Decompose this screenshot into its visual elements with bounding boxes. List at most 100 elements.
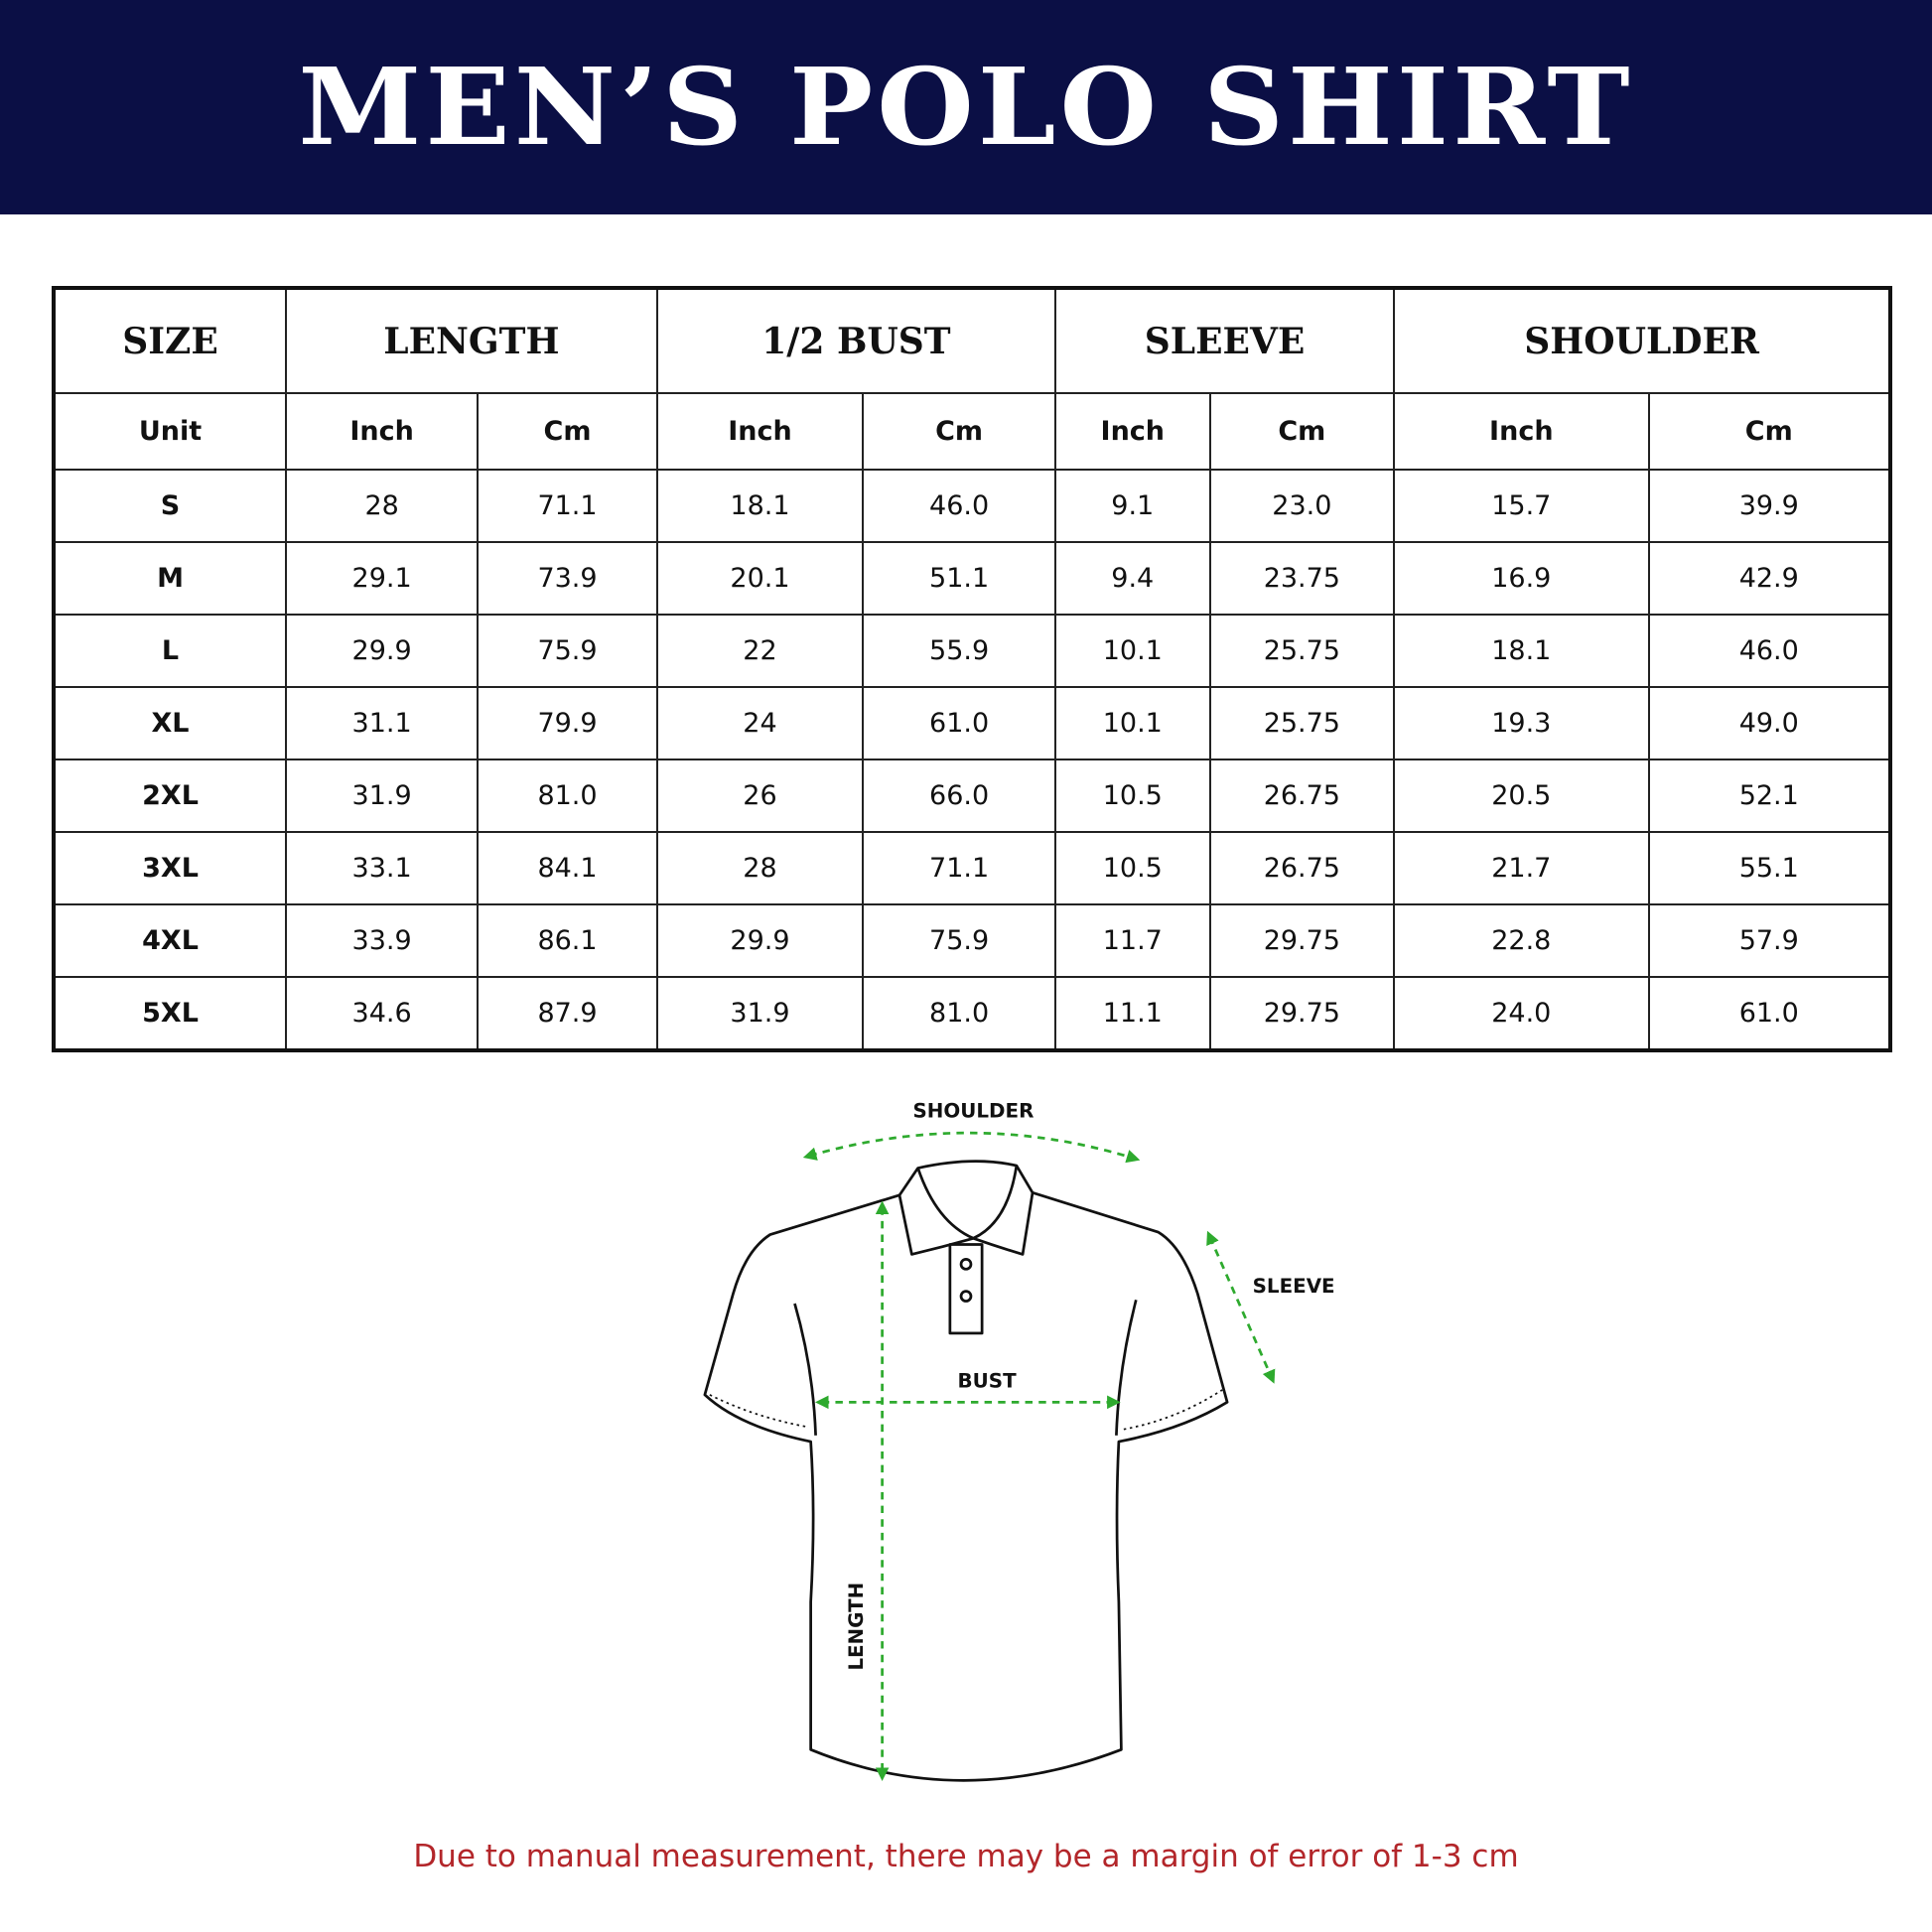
header-length: LENGTH [285,287,658,394]
value-cell: 25.75 [1208,614,1396,688]
value-cell: 18.1 [655,469,865,543]
title-banner: MEN’S POLO SHIRT [0,0,1932,214]
size-cell: XL [53,686,287,760]
value-cell: 87.9 [477,976,658,1051]
header-shoulder: SHOULDER [1393,287,1891,394]
value-cell: 26.75 [1208,831,1396,905]
value-cell: 81.0 [477,759,658,833]
size-cell: 5XL [53,976,287,1051]
length-label: LENGTH [845,1583,868,1671]
header-size: SIZE [53,287,287,394]
size-cell: 2XL [53,759,287,833]
size-cell: S [53,469,287,543]
value-cell: 49.0 [1647,686,1891,760]
value-cell: 24 [655,686,865,760]
value-cell: 9.1 [1054,469,1211,543]
value-cell: 10.1 [1054,686,1211,760]
value-cell: 66.0 [862,759,1056,833]
value-cell: 20.5 [1393,759,1650,833]
unit-cell: Unit [53,392,287,471]
value-cell: 75.9 [477,614,658,688]
value-cell: 55.9 [862,614,1056,688]
value-cell: 75.9 [862,903,1056,978]
value-cell: 11.7 [1054,903,1211,978]
button-icon [959,1258,973,1271]
value-cell: 9.4 [1054,541,1211,616]
value-cell: 79.9 [477,686,658,760]
value-cell: 86.1 [477,903,658,978]
value-cell: 29.75 [1208,976,1396,1051]
table-row: XL 31.1 79.9 24 61.0 10.1 25.75 19.3 49.0 [53,686,1891,760]
value-cell: 23.0 [1208,469,1396,543]
table-row: 2XL 31.9 81.0 26 66.0 10.5 26.75 20.5 52.1 [53,759,1891,833]
sleeve-label: SLEEVE [1253,1275,1335,1298]
value-cell: 26 [655,759,865,833]
value-cell: 71.1 [862,831,1056,905]
value-cell: 22 [655,614,865,688]
value-cell: 84.1 [477,831,658,905]
value-cell: 46.0 [1647,614,1891,688]
value-cell: 19.3 [1393,686,1650,760]
value-cell: 52.1 [1647,759,1891,833]
value-cell: 55.1 [1647,831,1891,905]
bust-label: BUST [958,1369,1018,1392]
shoulder-arrow [802,1131,1141,1164]
unit-cell: Inch [284,392,480,471]
value-cell: 10.5 [1054,759,1211,833]
value-cell: 29.9 [284,614,480,688]
header-sleeve: SLEEVE [1053,287,1396,394]
value-cell: 61.0 [1647,976,1891,1051]
unit-cell: Cm [477,392,658,471]
unit-cell: Cm [1208,392,1396,471]
unit-cell: Inch [1393,392,1650,471]
value-cell: 39.9 [1647,469,1891,543]
value-cell: 16.9 [1393,541,1650,616]
value-cell: 28 [284,469,480,543]
value-cell: 29.1 [284,541,480,616]
button-icon [959,1290,973,1303]
unit-cell: Cm [1647,392,1891,471]
value-cell: 10.5 [1054,831,1211,905]
value-cell: 21.7 [1393,831,1650,905]
size-cell: 3XL [53,831,287,905]
placket [948,1243,984,1335]
value-cell: 23.75 [1208,541,1396,616]
unit-cell: Inch [655,392,865,471]
value-cell: 24.0 [1393,976,1650,1051]
shoulder-label: SHOULDER [913,1100,1035,1123]
measurement-note: Due to manual measurement, there may be … [413,1839,1519,1874]
value-cell: 31.9 [284,759,480,833]
unit-cell: Inch [1054,392,1211,471]
measure-arrows [802,1131,1276,1781]
value-cell: 31.1 [284,686,480,760]
size-cell: L [53,614,287,688]
value-cell: 25.75 [1208,686,1396,760]
page-title: MEN’S POLO SHIRT [298,45,1634,170]
shirt-outline [703,1160,1229,1782]
value-cell: 33.1 [284,831,480,905]
value-cell: 42.9 [1647,541,1891,616]
value-cell: 29.9 [655,903,865,978]
table-row: M 29.1 73.9 20.1 51.1 9.4 23.75 16.9 42.9 [53,541,1891,616]
value-cell: 15.7 [1393,469,1650,543]
unit-cell: Cm [862,392,1056,471]
value-cell: 31.9 [655,976,865,1051]
value-cell: 61.0 [862,686,1056,760]
value-cell: 46.0 [862,469,1056,543]
value-cell: 22.8 [1393,903,1650,978]
value-cell: 73.9 [477,541,658,616]
header-row: SIZE LENGTH 1/2 BUST SLEEVE SHOULDER [53,287,1891,394]
value-cell: 81.0 [862,976,1056,1051]
value-cell: 20.1 [655,541,865,616]
value-cell: 29.75 [1208,903,1396,978]
value-cell: 26.75 [1208,759,1396,833]
size-cell: M [53,541,287,616]
value-cell: 34.6 [284,976,480,1051]
value-cell: 71.1 [477,469,658,543]
header-bust: 1/2 BUST [655,287,1057,394]
value-cell: 11.1 [1054,976,1211,1051]
table-row: 5XL 34.6 87.9 31.9 81.0 11.1 29.75 24.0 61.0 [53,976,1891,1051]
value-cell: 57.9 [1647,903,1891,978]
value-cell: 18.1 [1393,614,1650,688]
size-cell: 4XL [53,903,287,978]
